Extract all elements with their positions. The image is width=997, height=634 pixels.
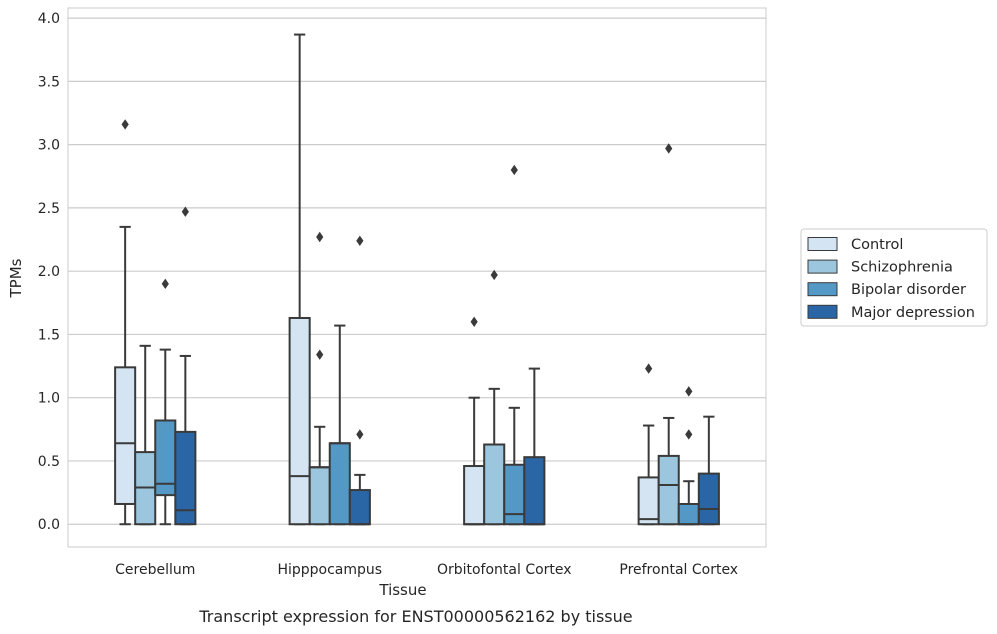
outlier-point bbox=[685, 386, 693, 397]
legend-swatch bbox=[807, 237, 838, 251]
y-tick-label: 3.5 bbox=[38, 74, 60, 90]
boxes bbox=[114, 33, 720, 526]
outlier-point bbox=[685, 429, 693, 440]
box-control bbox=[637, 363, 660, 526]
legend-entry: Schizophrenia bbox=[851, 260, 953, 276]
outlier-point bbox=[181, 206, 189, 217]
y-axis-title: TPMs bbox=[7, 258, 25, 298]
x-tick-label: Orbitofontal Cortex bbox=[437, 562, 572, 578]
x-tick-label: Hipppocampus bbox=[277, 562, 382, 578]
box-schizophrenia bbox=[308, 231, 331, 526]
y-tick-label: 1.5 bbox=[38, 327, 60, 343]
y-tick-label: 2.0 bbox=[38, 264, 60, 280]
box-major-depression bbox=[348, 235, 371, 526]
box-body bbox=[308, 466, 331, 526]
legend-entry: Bipolar disorder bbox=[851, 282, 966, 298]
box-body bbox=[483, 443, 506, 526]
box-control bbox=[114, 119, 137, 526]
box-body bbox=[503, 463, 526, 526]
outlier-point bbox=[510, 164, 518, 176]
box-body bbox=[523, 456, 546, 526]
outlier-point bbox=[316, 231, 324, 243]
box-major-depression bbox=[174, 206, 197, 526]
y-tick-label: 0.0 bbox=[38, 517, 60, 533]
outlier-point bbox=[470, 316, 478, 327]
outlier-point bbox=[490, 269, 498, 281]
box-schizophrenia bbox=[134, 344, 157, 526]
box-major-depression bbox=[523, 367, 546, 526]
box-body bbox=[677, 502, 700, 526]
x-tick-labels: Cerebellum Hipppocampus Orbitofontal Corte… bbox=[115, 562, 738, 578]
y-tick-labels: 0.0 0.5 1.0 1.5 2.0 2.5 3.0 3.5 4.0 bbox=[38, 11, 60, 533]
box-control bbox=[463, 316, 486, 526]
box-schizophrenia bbox=[483, 269, 506, 526]
box-control bbox=[288, 33, 311, 526]
box-body bbox=[288, 316, 311, 526]
box-body bbox=[463, 465, 486, 526]
x-tick-label: Cerebellum bbox=[115, 562, 195, 578]
outlier-point bbox=[161, 278, 169, 290]
box-body bbox=[657, 454, 680, 526]
y-tick-label: 1.0 bbox=[38, 391, 60, 407]
legend: Control Schizophrenia Bipolar disorder Majo… bbox=[800, 228, 988, 327]
legend-swatch bbox=[807, 304, 838, 319]
outlier-point bbox=[356, 235, 364, 247]
legend-swatch bbox=[807, 282, 838, 297]
y-tick-label: 2.5 bbox=[38, 201, 60, 217]
box-major-depression bbox=[697, 415, 720, 526]
box-body bbox=[174, 430, 197, 526]
outlier-point bbox=[121, 119, 129, 130]
y-tick-label: 3.0 bbox=[38, 138, 60, 154]
box-body bbox=[114, 366, 137, 505]
x-axis-title: Tissue bbox=[378, 581, 426, 599]
y-tick-label: 0.5 bbox=[38, 454, 60, 470]
box-bipolar-disorder bbox=[503, 164, 526, 526]
box-body bbox=[348, 489, 371, 526]
outlier-point bbox=[316, 349, 324, 360]
chart-caption: Transcript expression for ENST0000056216… bbox=[198, 607, 632, 626]
outlier-point bbox=[645, 363, 653, 374]
outlier-point bbox=[665, 143, 673, 154]
plot-frame bbox=[67, 7, 767, 548]
legend-swatch bbox=[807, 259, 838, 274]
x-tick-label: Prefrontal Cortex bbox=[619, 562, 738, 578]
outlier-point bbox=[356, 429, 364, 440]
box-bipolar-disorder bbox=[328, 324, 351, 526]
box-bipolar-disorder bbox=[677, 386, 700, 526]
box-body bbox=[637, 476, 660, 526]
box-schizophrenia bbox=[657, 143, 680, 526]
legend-entry: Major depression bbox=[851, 305, 975, 321]
box-body bbox=[697, 472, 720, 526]
legend-entry: Control bbox=[851, 237, 903, 253]
box-bipolar-disorder bbox=[154, 278, 177, 526]
legend-frame bbox=[800, 228, 988, 327]
box-body bbox=[328, 442, 351, 526]
y-tick-label: 4.0 bbox=[38, 11, 60, 27]
